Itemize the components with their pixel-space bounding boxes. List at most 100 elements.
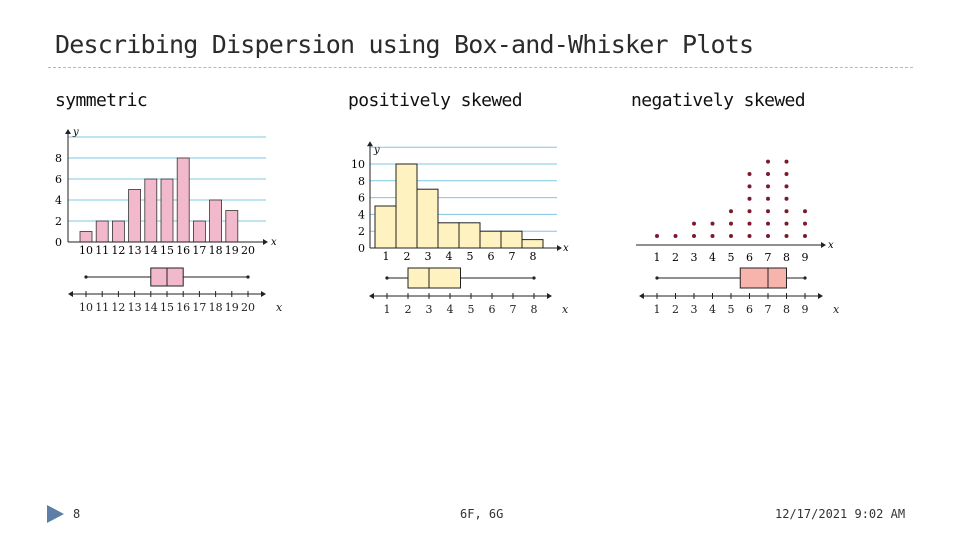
- title-divider: [48, 67, 913, 68]
- negative-boxplot-number-line-label: 5: [728, 303, 735, 316]
- positive-boxplot-number-line-label: 1: [384, 303, 391, 316]
- negative-xtick-label: 6: [746, 251, 753, 264]
- positive-xtick-label: 7: [509, 250, 516, 263]
- negative-boxplot-number-line-arrow-right: [818, 293, 823, 299]
- negative-dot: [784, 159, 789, 164]
- positive-boxplot-number-line-label: 3: [426, 303, 433, 316]
- negative-xtick-label: 9: [802, 251, 809, 264]
- negative-boxplot-number-line-label: 2: [672, 303, 679, 316]
- negative-dot: [655, 234, 659, 238]
- positive-boxplot-min-point: [385, 276, 389, 280]
- negative-dot: [747, 209, 752, 214]
- negative-dot: [784, 234, 789, 238]
- positive-boxplot-number-line-label: 2: [405, 303, 412, 316]
- symmetric-ytick-label: 4: [55, 194, 62, 207]
- negative-dot: [729, 234, 733, 238]
- positive-y-arrow: [367, 141, 373, 147]
- negative-boxplot-number-line-axis-label: x: [833, 303, 840, 316]
- negative-dot: [803, 234, 807, 238]
- symmetric-ytick-label: 8: [55, 152, 62, 165]
- positive-ytick-label: 8: [358, 175, 365, 188]
- negative-dot: [766, 184, 770, 189]
- negative-boxplot-number-line-label: 1: [654, 303, 661, 316]
- positive-ytick-label: 2: [358, 225, 365, 238]
- positive-boxplot-number-line-arrow-right: [547, 293, 552, 299]
- negative-boxplot-min-point: [655, 276, 659, 280]
- negative-dot: [784, 209, 789, 214]
- symmetric-y-arrow: [65, 129, 71, 134]
- positive-boxplot-number-line-label: 6: [489, 303, 496, 316]
- positive-ytick-label: 0: [358, 242, 365, 255]
- negative-label: negatively skewed: [631, 90, 806, 111]
- symmetric-ytick-label: 6: [55, 173, 62, 186]
- positive-boxplot-number-line-axis-label: x: [562, 303, 569, 316]
- positive-ylabel: y: [373, 145, 380, 156]
- negative-xlabel: x: [828, 240, 834, 251]
- negative-dot: [747, 172, 752, 176]
- positive-boxplot-number-line-label: 7: [510, 303, 517, 316]
- symmetric-boxplot-number-line-label: 18: [209, 301, 223, 314]
- negative-dot: [766, 221, 770, 226]
- symmetric-boxplot-number-line-label: 12: [111, 301, 125, 314]
- negative-dot: [803, 209, 807, 214]
- negative-dot: [784, 172, 789, 176]
- negative-boxplot-number-line-label: 7: [765, 303, 772, 316]
- negative-boxplot-number-line-arrow-left: [639, 293, 644, 299]
- symmetric-xtick-label: 11: [95, 244, 109, 257]
- negative-dot: [803, 221, 807, 226]
- symmetric-label: symmetric: [55, 90, 148, 111]
- positive-xtick-label: 3: [425, 250, 432, 263]
- negative-dot: [710, 234, 715, 238]
- negative-xtick-label: 2: [672, 251, 679, 264]
- symmetric-boxplot-number-line-label: 16: [176, 301, 190, 314]
- negative-dot: [747, 221, 752, 226]
- negative-xtick-label: 7: [765, 251, 772, 264]
- positive-xtick-label: 4: [446, 250, 453, 263]
- positive-boxplot-max-point: [532, 276, 536, 280]
- negative-xtick-label: 1: [654, 251, 661, 264]
- slide-title: Describing Dispersion using Box-and-Whis…: [55, 30, 754, 59]
- positive-boxplot-number-line-arrow-left: [369, 293, 374, 299]
- negative-dot: [747, 234, 752, 238]
- symmetric-ytick-label: 2: [55, 215, 62, 228]
- symmetric-xtick-label: 17: [192, 244, 206, 257]
- symmetric-boxplot-max-point: [246, 275, 250, 279]
- footer-date: 12/17/2021 9:02 AM: [775, 507, 906, 521]
- positive-xlabel: x: [563, 243, 569, 254]
- negative-boxplot-max-point: [803, 276, 807, 280]
- positive-boxplot-number-line-label: 4: [447, 303, 454, 316]
- negative-boxplot-number-line-label: 4: [709, 303, 716, 316]
- symmetric-xtick-label: 15: [160, 244, 174, 257]
- negative-dot: [710, 221, 715, 226]
- symmetric-xtick-label: 16: [176, 244, 190, 257]
- symmetric-boxplot-number-line-label: 17: [192, 301, 206, 314]
- symmetric-ylabel: y: [72, 127, 79, 138]
- negative-xtick-label: 8: [783, 251, 790, 264]
- symmetric-boxplot-number-line-axis-label: x: [276, 301, 283, 314]
- negative-dot: [766, 172, 770, 176]
- symmetric-boxplot-number-line-label: 19: [225, 301, 239, 314]
- symmetric-xtick-label: 12: [111, 244, 125, 257]
- negative-dot: [784, 221, 789, 226]
- negative-dot: [784, 184, 789, 189]
- positive-label: positively skewed: [348, 90, 523, 111]
- symmetric-xtick-label: 20: [241, 244, 255, 257]
- symmetric-xlabel: x: [271, 237, 277, 248]
- negative-boxplot-number-line-label: 3: [691, 303, 698, 316]
- symmetric-boxplot-number-line-label: 15: [160, 301, 174, 314]
- negative-dot: [766, 196, 770, 201]
- slide-marker-icon: [47, 505, 64, 523]
- negative-dot: [766, 234, 770, 238]
- positive-ytick-label: 4: [358, 208, 365, 221]
- positive-boxplot-number-line-label: 5: [468, 303, 475, 316]
- symmetric-boxplot-number-line-arrow-left: [68, 291, 73, 297]
- negative-boxplot-number-line-label: 6: [746, 303, 753, 316]
- negative-dot: [729, 209, 733, 214]
- symmetric-xtick-label: 13: [128, 244, 142, 257]
- positive-boxplot-box: [407, 267, 461, 289]
- positive-xtick-label: 8: [530, 250, 537, 263]
- positive-boxplot-number-line-label: 8: [531, 303, 538, 316]
- negative-dot: [747, 184, 752, 189]
